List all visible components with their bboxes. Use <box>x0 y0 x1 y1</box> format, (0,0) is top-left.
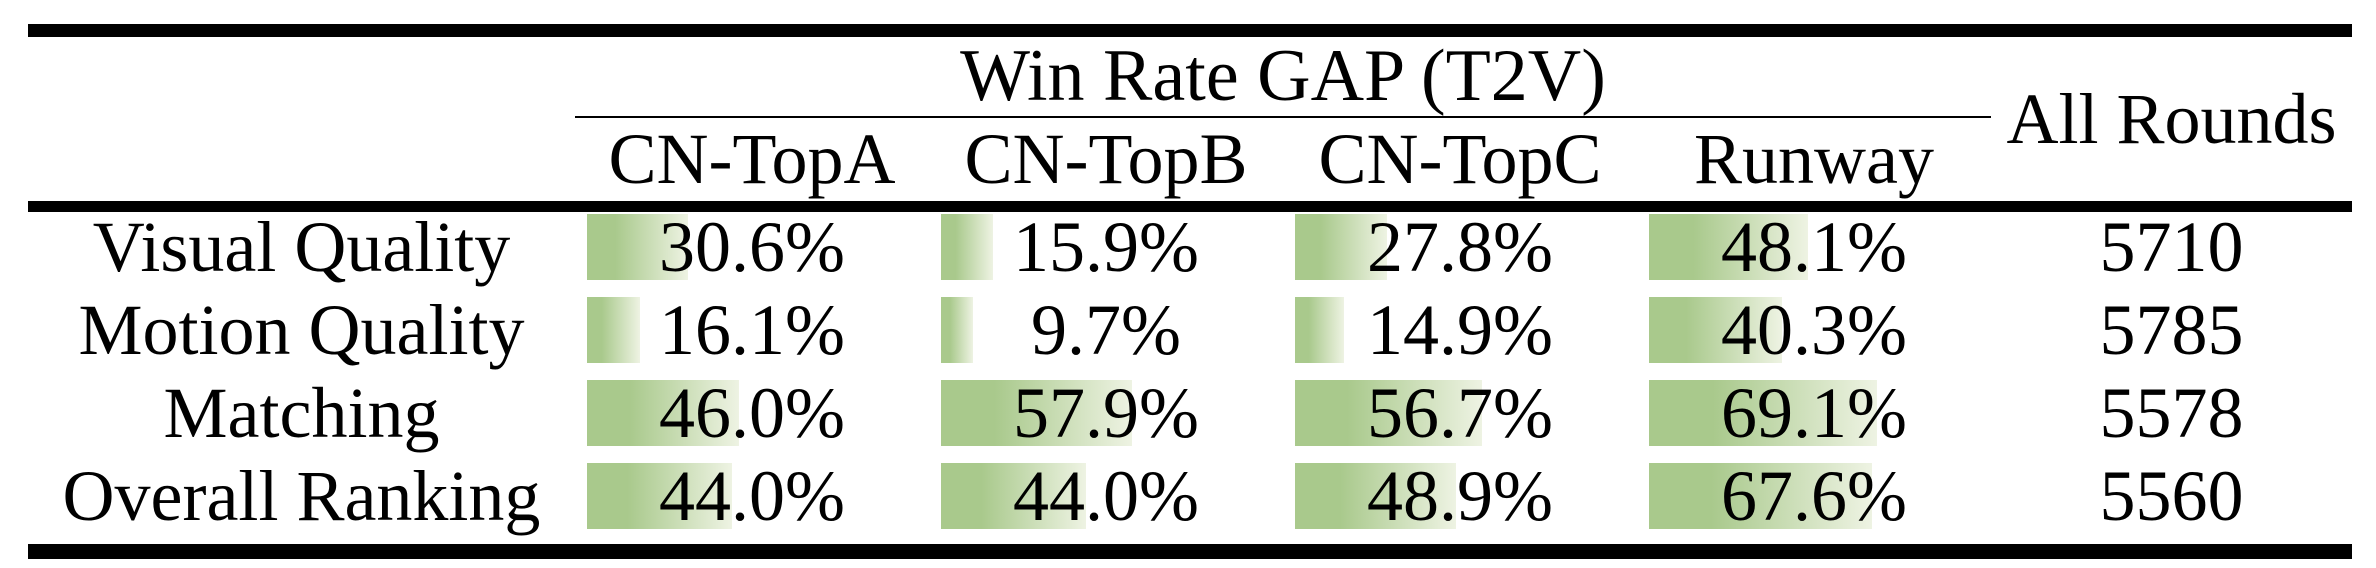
table-row-overall-ranking: Overall Ranking 44.0% 44.0% 48.9% 67.6% <box>28 455 2352 544</box>
win-rate-cell: 56.7% <box>1283 372 1637 453</box>
group-header-rule <box>575 116 1991 118</box>
table-header: Win Rate GAP (T2V) CN-TopA CN-TopB CN-To… <box>28 37 2352 201</box>
win-rate-bar <box>1295 463 1457 529</box>
win-rate-value: 16.1% <box>659 289 845 370</box>
column-header-runway: Runway <box>1694 119 1934 199</box>
win-rate-value: 48.1% <box>1721 206 1907 287</box>
win-rate-value: 30.6% <box>659 206 845 287</box>
table-row-matching: Matching 46.0% 57.9% 56.7% 69.1% 557 <box>28 372 2352 461</box>
model-column-headers: CN-TopA CN-TopB CN-TopC Runway <box>575 118 1991 201</box>
column-header-all-rounds: All Rounds <box>2006 78 2337 159</box>
win-rate-cell: 9.7% <box>929 289 1283 370</box>
win-rate-cell: 69.1% <box>1637 372 1991 453</box>
win-rate-cell: 67.6% <box>1637 455 1991 536</box>
win-rate-cell: 46.0% <box>575 372 929 453</box>
table-row-visual-quality: Visual Quality 30.6% 15.9% 27.8% 48.1% <box>28 206 2352 295</box>
win-rate-value: 44.0% <box>1013 455 1199 536</box>
table-row-motion-quality: Motion Quality 16.1% 9.7% 14.9% 40.3% <box>28 289 2352 378</box>
win-rate-cell: 48.1% <box>1637 206 1991 287</box>
win-rate-bar <box>587 297 641 363</box>
win-rate-bar <box>587 463 733 529</box>
win-rate-value: 69.1% <box>1721 372 1907 453</box>
row-label: Motion Quality <box>78 289 525 370</box>
win-rate-value: 44.0% <box>659 455 845 536</box>
header-label-spacer <box>28 37 575 201</box>
win-rate-value: 9.7% <box>1031 289 1181 370</box>
table-body: Visual Quality 30.6% 15.9% 27.8% 48.1% <box>28 206 2352 544</box>
win-rate-table: Win Rate GAP (T2V) CN-TopA CN-TopB CN-To… <box>28 24 2352 559</box>
win-rate-value: 40.3% <box>1721 289 1907 370</box>
win-rate-value: 27.8% <box>1367 206 1553 287</box>
all-rounds-value: 5560 <box>2099 455 2244 536</box>
win-rate-bar <box>1295 214 1387 280</box>
win-rate-bar <box>587 380 739 446</box>
win-rate-bar <box>1649 463 1873 529</box>
win-rate-cell: 27.8% <box>1283 206 1637 287</box>
win-rate-value: 46.0% <box>659 372 845 453</box>
win-rate-value: 14.9% <box>1367 289 1553 370</box>
win-rate-bar <box>1295 380 1483 446</box>
win-rate-cell: 16.1% <box>575 289 929 370</box>
win-rate-value: 57.9% <box>1013 372 1199 453</box>
win-rate-value: 67.6% <box>1721 455 1907 536</box>
row-label: Visual Quality <box>92 206 511 287</box>
win-rate-cell: 30.6% <box>575 206 929 287</box>
row-label: Matching <box>163 372 440 453</box>
column-header-cn-topa: CN-TopA <box>608 119 896 199</box>
win-rate-bar <box>1295 297 1345 363</box>
table-bottom-rule <box>28 544 2352 559</box>
win-rate-cell: 44.0% <box>929 455 1283 536</box>
column-header-cn-topc: CN-TopC <box>1318 119 1602 199</box>
win-rate-cell: 15.9% <box>929 206 1283 287</box>
win-rate-bar <box>941 297 973 363</box>
table-top-rule <box>28 24 2352 37</box>
win-rate-cell: 44.0% <box>575 455 929 536</box>
all-rounds-value: 5710 <box>2099 206 2244 287</box>
all-rounds-value: 5785 <box>2099 289 2244 370</box>
win-rate-bar <box>1649 297 1782 363</box>
win-rate-cell: 40.3% <box>1637 289 1991 370</box>
win-rate-bar <box>1649 380 1878 446</box>
win-rate-bar <box>941 463 1087 529</box>
table-mid-rule <box>28 201 2352 212</box>
win-rate-value: 56.7% <box>1367 372 1553 453</box>
group-title: Win Rate GAP (T2V) <box>960 35 1606 117</box>
column-header-cn-topb: CN-TopB <box>964 119 1248 199</box>
win-rate-gap-group: Win Rate GAP (T2V) CN-TopA CN-TopB CN-To… <box>575 37 1991 201</box>
win-rate-value: 15.9% <box>1013 206 1199 287</box>
win-rate-cell: 48.9% <box>1283 455 1637 536</box>
win-rate-bar <box>941 380 1133 446</box>
win-rate-bar <box>587 214 688 280</box>
win-rate-bar <box>1649 214 1808 280</box>
win-rate-bar <box>941 214 994 280</box>
win-rate-cell: 57.9% <box>929 372 1283 453</box>
win-rate-value: 48.9% <box>1367 455 1553 536</box>
row-label: Overall Ranking <box>62 455 541 536</box>
win-rate-cell: 14.9% <box>1283 289 1637 370</box>
all-rounds-value: 5578 <box>2099 372 2244 453</box>
